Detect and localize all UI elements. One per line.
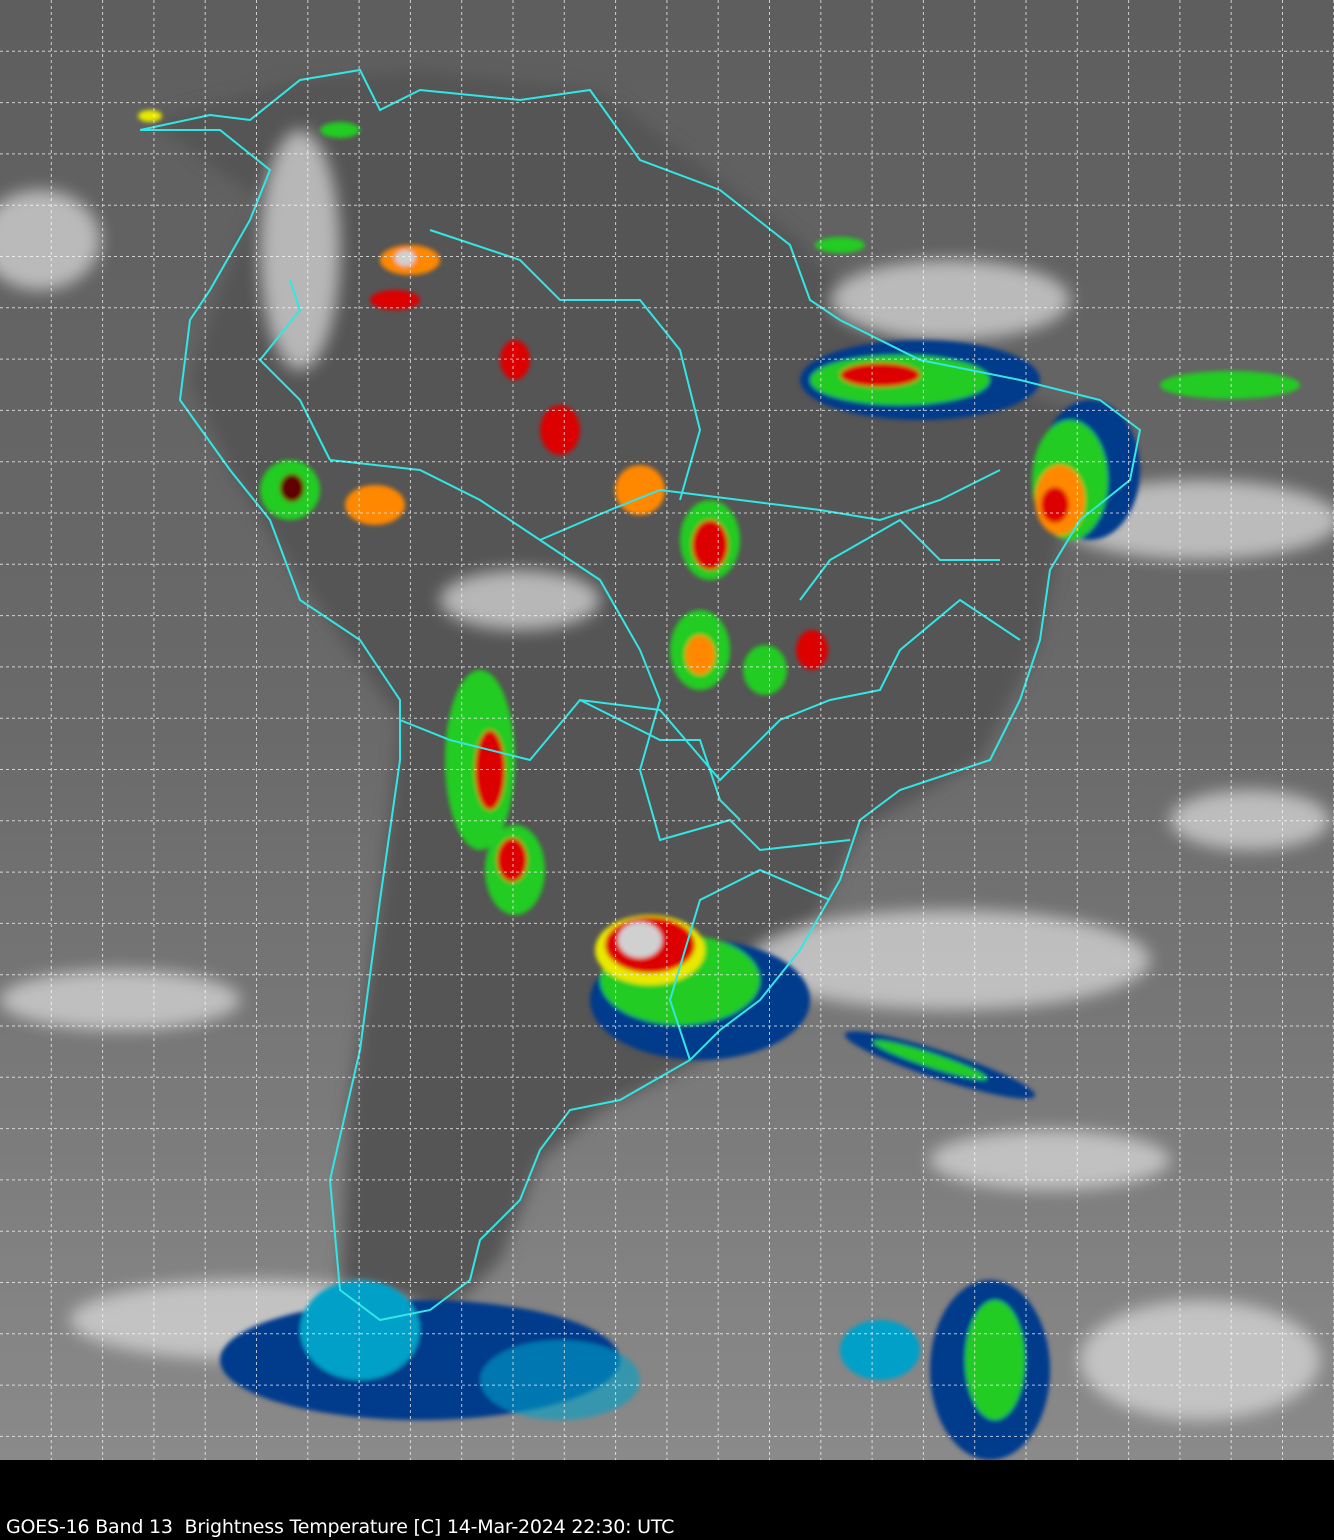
- cold-cloud-tops: [138, 110, 1300, 1460]
- satellite-image: [0, 0, 1334, 1460]
- lat-lon-grid: [0, 0, 1334, 1460]
- image-caption: GOES-16 Band 13 Brightness Temperature […: [6, 1516, 675, 1538]
